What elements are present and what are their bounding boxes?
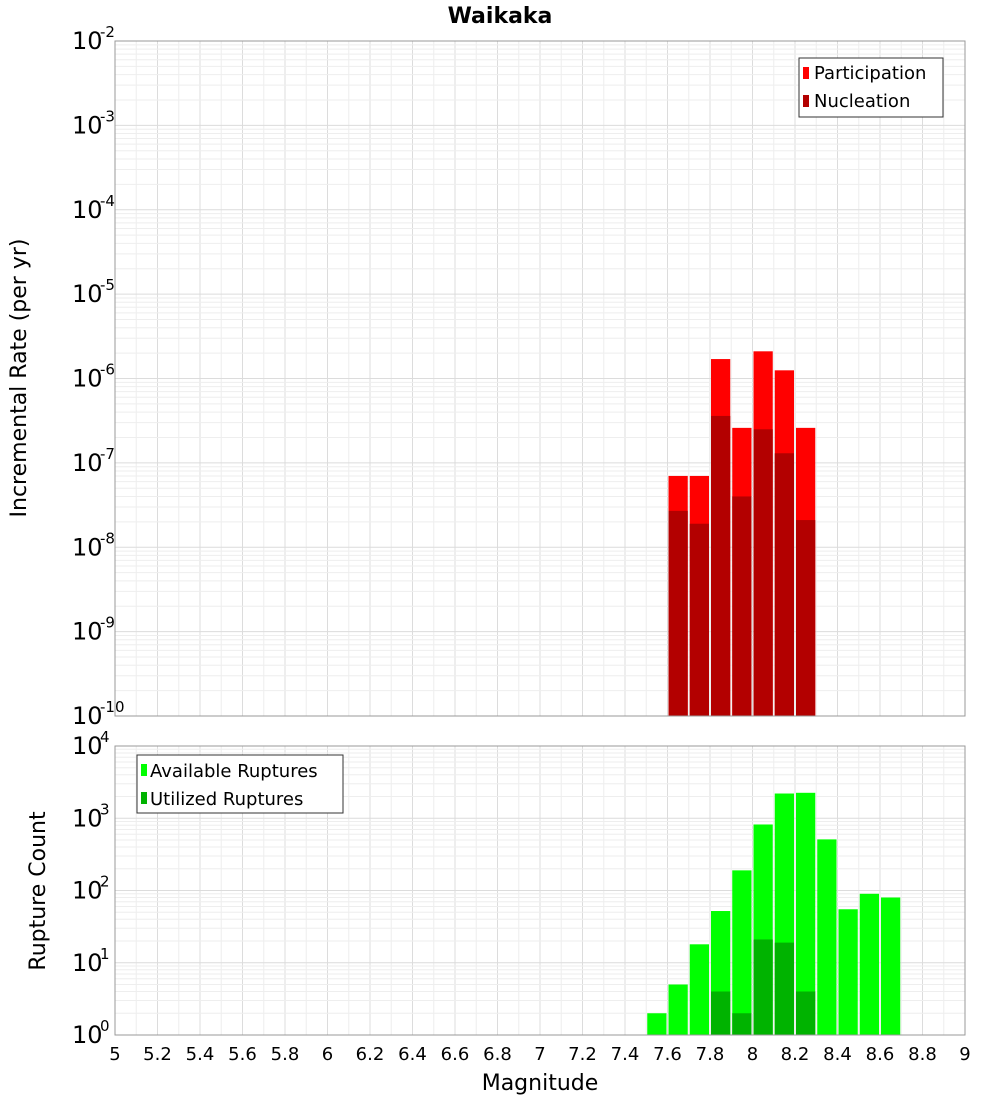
top-plot-frame xyxy=(114,40,966,717)
top-y-tick-base: 10 xyxy=(72,280,103,308)
x-axis-ticks: 5 5.2 5.4 5.6 5.8 6 6.2 6.4 6.6 6.8 7 7.2 7.4 7.6 7.8 8… xyxy=(109,1044,970,1065)
bottom-bar-utilized-ruptures xyxy=(711,991,731,1035)
x-tick-label: 7.2 xyxy=(568,1044,597,1065)
x-tick-label: 7.4 xyxy=(611,1044,640,1065)
x-tick-label: 5.4 xyxy=(186,1044,215,1065)
x-tick-label: 6.4 xyxy=(398,1044,427,1065)
x-tick-label: 6.6 xyxy=(441,1044,470,1065)
top-y-tick-exponent: -7 xyxy=(100,445,115,463)
x-axis-label: Magnitude xyxy=(482,1071,599,1096)
bottom-y-tick-exponent: 0 xyxy=(100,1017,110,1035)
x-tick-label: 7.8 xyxy=(696,1044,725,1065)
top-y-axis-label: Incremental Rate (per yr) xyxy=(7,239,32,518)
legend-label-nucleation: Nucleation xyxy=(814,91,910,112)
bottom-y-tick-exponent: 4 xyxy=(100,728,110,746)
x-tick-label: 8.2 xyxy=(781,1044,810,1065)
top-y-tick-exponent: -6 xyxy=(100,361,115,379)
bottom-plot-frame xyxy=(114,745,966,1036)
top-y-tick-exponent: -8 xyxy=(100,529,115,547)
x-tick-label: 7.6 xyxy=(653,1044,682,1065)
legend-label-participation: Participation xyxy=(814,63,926,84)
bottom-y-axis-label: Rupture Count xyxy=(26,811,51,971)
legend-label-utilized: Utilized Ruptures xyxy=(150,789,303,810)
x-tick-label: 9 xyxy=(959,1044,970,1065)
top-bar-nucleation xyxy=(774,453,794,716)
bottom-bar-utilized-ruptures xyxy=(753,939,773,1035)
bottom-legend-box xyxy=(136,754,344,814)
x-tick-label: 8 xyxy=(747,1044,758,1065)
top-bar-nucleation xyxy=(732,496,752,716)
x-tick-label: 7 xyxy=(534,1044,545,1065)
chart-title: Waikaka xyxy=(448,4,553,29)
top-legend: Participation Nucleation xyxy=(798,57,944,118)
bottom-bar-available-ruptures xyxy=(859,893,879,1035)
legend-swatch-utilized xyxy=(141,792,147,804)
bottom-bar-utilized-ruptures xyxy=(796,991,816,1035)
top-y-tick-base: 10 xyxy=(72,27,103,55)
bottom-y-tick-base: 10 xyxy=(72,804,103,832)
x-tick-label: 6 xyxy=(322,1044,333,1065)
top-y-tick-base: 10 xyxy=(72,365,103,393)
x-tick-label: 8.8 xyxy=(908,1044,937,1065)
bottom-y-tick-exponent: 1 xyxy=(100,945,110,963)
legend-swatch-nucleation xyxy=(803,95,809,107)
top-y-tick-base: 10 xyxy=(72,533,103,561)
top-plot-bars xyxy=(668,351,816,716)
bottom-legend: Available Ruptures Utilized Ruptures xyxy=(136,754,344,814)
x-tick-label: 6.2 xyxy=(356,1044,385,1065)
x-tick-label: 5.6 xyxy=(228,1044,257,1065)
top-bar-nucleation xyxy=(689,523,709,716)
top-y-tick-base: 10 xyxy=(72,449,103,477)
x-tick-label: 5.8 xyxy=(271,1044,300,1065)
legend-label-available: Available Ruptures xyxy=(150,761,318,782)
bottom-y-tick-base: 10 xyxy=(72,1021,103,1049)
top-bar-nucleation xyxy=(711,415,731,716)
x-tick-label: 6.8 xyxy=(483,1044,512,1065)
x-tick-label: 8.6 xyxy=(866,1044,895,1065)
bottom-y-tick-base: 10 xyxy=(72,732,103,760)
top-y-tick-base: 10 xyxy=(72,702,103,730)
bottom-y-tick-base: 10 xyxy=(72,949,103,977)
bottom-bar-utilized-ruptures xyxy=(732,1013,752,1035)
top-y-tick-exponent: -9 xyxy=(100,614,115,632)
bottom-bar-available-ruptures xyxy=(732,870,752,1035)
legend-swatch-participation xyxy=(803,67,809,79)
bottom-bar-available-ruptures xyxy=(817,839,837,1035)
bottom-bar-available-ruptures xyxy=(838,909,858,1035)
x-tick-label: 5 xyxy=(109,1044,120,1065)
top-bar-nucleation xyxy=(753,429,773,716)
x-tick-label: 5.2 xyxy=(143,1044,172,1065)
top-y-tick-base: 10 xyxy=(72,111,103,139)
top-y-axis-ticks: 10-210-310-410-510-610-710-810-910-10 xyxy=(72,23,125,730)
top-bar-nucleation xyxy=(796,520,816,716)
bottom-bar-available-ruptures xyxy=(796,792,816,1035)
top-y-tick-base: 10 xyxy=(72,196,103,224)
top-legend-box xyxy=(798,57,944,118)
bottom-bar-utilized-ruptures xyxy=(774,942,794,1035)
bottom-bar-available-ruptures xyxy=(668,984,688,1035)
bottom-bar-available-ruptures xyxy=(647,1013,667,1035)
bottom-y-tick-exponent: 3 xyxy=(100,800,110,818)
legend-swatch-available xyxy=(141,764,147,776)
bottom-y-tick-base: 10 xyxy=(72,877,103,905)
bottom-bar-available-ruptures xyxy=(881,897,901,1035)
top-y-tick-exponent: -4 xyxy=(100,192,115,210)
top-y-tick-exponent: -3 xyxy=(100,107,115,125)
top-y-tick-exponent: -5 xyxy=(100,276,115,294)
bottom-bar-available-ruptures xyxy=(689,944,709,1035)
top-plot-grid xyxy=(114,41,966,717)
bottom-y-tick-exponent: 2 xyxy=(100,873,110,891)
bottom-plot-bars xyxy=(647,792,901,1035)
x-tick-label: 8.4 xyxy=(823,1044,852,1065)
top-y-tick-base: 10 xyxy=(72,618,103,646)
top-bar-nucleation xyxy=(668,510,688,716)
top-y-tick-exponent: -2 xyxy=(100,23,115,41)
top-y-tick-exponent: -10 xyxy=(100,698,125,716)
